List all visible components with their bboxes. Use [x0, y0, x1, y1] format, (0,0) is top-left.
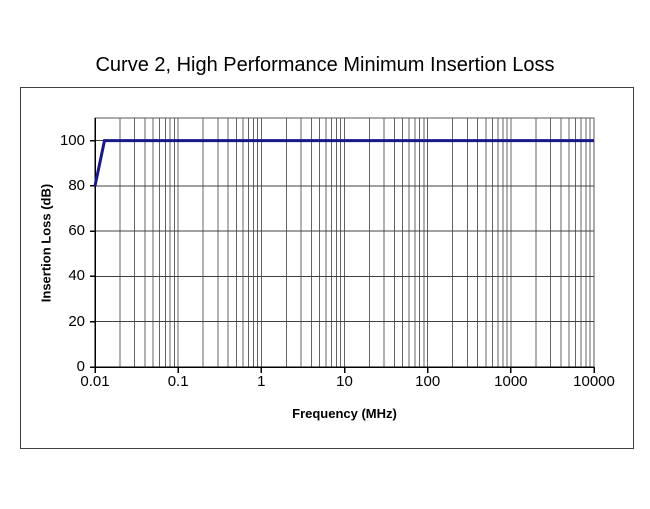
chart-title: Curve 2, High Performance Minimum Insert… — [95, 54, 555, 76]
chart-frame — [20, 87, 634, 449]
series-line — [93, 139, 594, 187]
